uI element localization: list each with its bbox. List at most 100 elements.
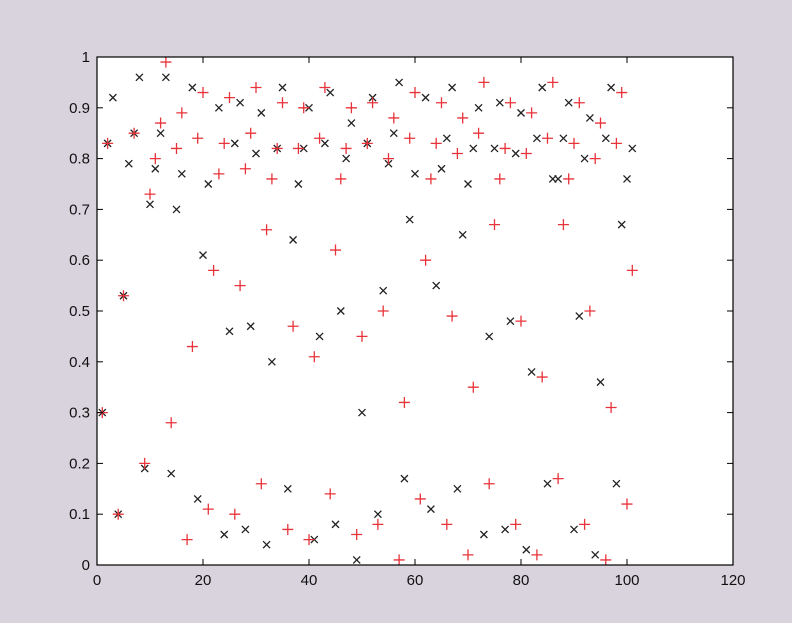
cross-point [199, 251, 207, 260]
plus-point [579, 518, 591, 530]
cross-point [267, 357, 276, 366]
cross-point [204, 180, 213, 188]
x-tick-label: 100 [614, 572, 639, 589]
plus-point [473, 127, 485, 139]
plus-point [303, 534, 315, 546]
plus-point [425, 173, 437, 185]
y-tick-label: 0.3 [69, 405, 90, 422]
plot-area [97, 57, 733, 565]
cross-point [135, 73, 144, 82]
plus-point [616, 87, 628, 99]
plus-point [441, 518, 453, 530]
plus-point [478, 76, 490, 88]
plus-point [128, 127, 140, 139]
cross-point [607, 83, 616, 92]
cross-point [469, 144, 478, 153]
plus-point [404, 132, 416, 144]
plus-point [462, 549, 474, 561]
cross-point [389, 129, 398, 138]
y-tick-label: 0.1 [69, 506, 90, 523]
plus-point [118, 290, 129, 302]
y-tick-label: 0.4 [69, 354, 90, 371]
plus-point [552, 473, 564, 485]
plus-point [483, 478, 495, 490]
cross-point [246, 322, 255, 331]
plus-point [171, 142, 182, 154]
plus-point [287, 320, 299, 332]
plus-point [330, 244, 341, 256]
plus-point [319, 81, 331, 93]
plus-point [266, 173, 278, 185]
cross-point [464, 180, 472, 188]
cross-point [373, 510, 382, 519]
plus-point [589, 153, 601, 165]
plus-point [430, 137, 442, 149]
plus-point [149, 153, 161, 165]
plus-point [218, 137, 230, 149]
cross-point [262, 540, 271, 549]
cross-point [220, 530, 229, 539]
cross-point [167, 469, 176, 478]
cross-point [623, 174, 631, 183]
plus-point [383, 153, 394, 165]
plus-point [102, 137, 114, 149]
y-tick-label: 0.6 [69, 252, 90, 269]
cross-point [554, 174, 563, 183]
cross-point [172, 205, 181, 214]
y-tick-label: 0.9 [69, 100, 90, 117]
plus-point [176, 107, 188, 119]
cross-point [146, 200, 154, 209]
plus-point [467, 381, 479, 393]
plus-point [224, 92, 235, 104]
cross-point [601, 134, 610, 143]
x-tick-label: 40 [301, 572, 318, 589]
cross-point [257, 108, 266, 117]
plus-point [208, 264, 220, 276]
y-tick-label: 0.5 [69, 303, 90, 320]
cross-point [331, 520, 340, 529]
plus-point [393, 554, 405, 566]
plus-point [139, 457, 151, 469]
y-axis: 0 0.1 0.2 0.3 0.4 0.5 0.6 0.7 0.8 0.9 1 [69, 49, 733, 574]
plus-point [160, 56, 172, 68]
cross-point [570, 525, 578, 534]
cross-point [252, 149, 260, 158]
cross-point [214, 103, 223, 112]
cross-point [543, 479, 552, 488]
plus-point [520, 148, 532, 160]
plus-point [414, 493, 426, 505]
cross-point [453, 484, 462, 493]
plus-point [494, 173, 506, 185]
plus-point [324, 488, 336, 500]
cross-point [395, 78, 404, 87]
cross-point [358, 408, 366, 417]
cross-point [437, 164, 446, 173]
cross-point [426, 505, 435, 514]
cross-point [347, 119, 356, 127]
cross-point [230, 139, 239, 148]
cross-point [580, 154, 589, 163]
plus-point [600, 554, 612, 566]
cross-point [495, 98, 504, 107]
plus-point [595, 117, 606, 129]
cross-point [342, 154, 351, 163]
plus-point [398, 396, 410, 408]
plus-point [308, 351, 320, 363]
cross-point [411, 169, 419, 178]
plus-point [436, 97, 447, 109]
cross-point [474, 103, 483, 112]
plus-point [361, 137, 373, 149]
plus-point [626, 264, 638, 276]
plus-point [372, 518, 384, 530]
plus-point [531, 549, 543, 561]
plus-point [510, 518, 522, 530]
plus-point [457, 112, 469, 124]
cross-point [108, 93, 117, 102]
cross-point [522, 545, 531, 554]
x-tick-label: 60 [407, 572, 424, 589]
cross-point [315, 332, 324, 341]
cross-point [527, 368, 536, 376]
plus-point [229, 508, 241, 520]
cross-point [352, 555, 361, 564]
